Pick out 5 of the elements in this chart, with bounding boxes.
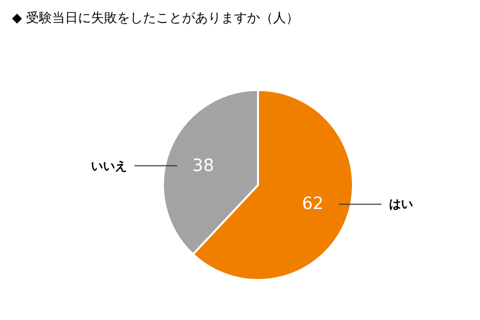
slice-label: いいえ bbox=[90, 158, 127, 173]
data-label: 62 bbox=[302, 194, 324, 214]
slice-label: はい bbox=[389, 197, 414, 212]
data-label: 38 bbox=[192, 156, 214, 176]
chart-title: ◆ 受験当日に失敗をしたことがありますか（人） bbox=[12, 11, 300, 26]
